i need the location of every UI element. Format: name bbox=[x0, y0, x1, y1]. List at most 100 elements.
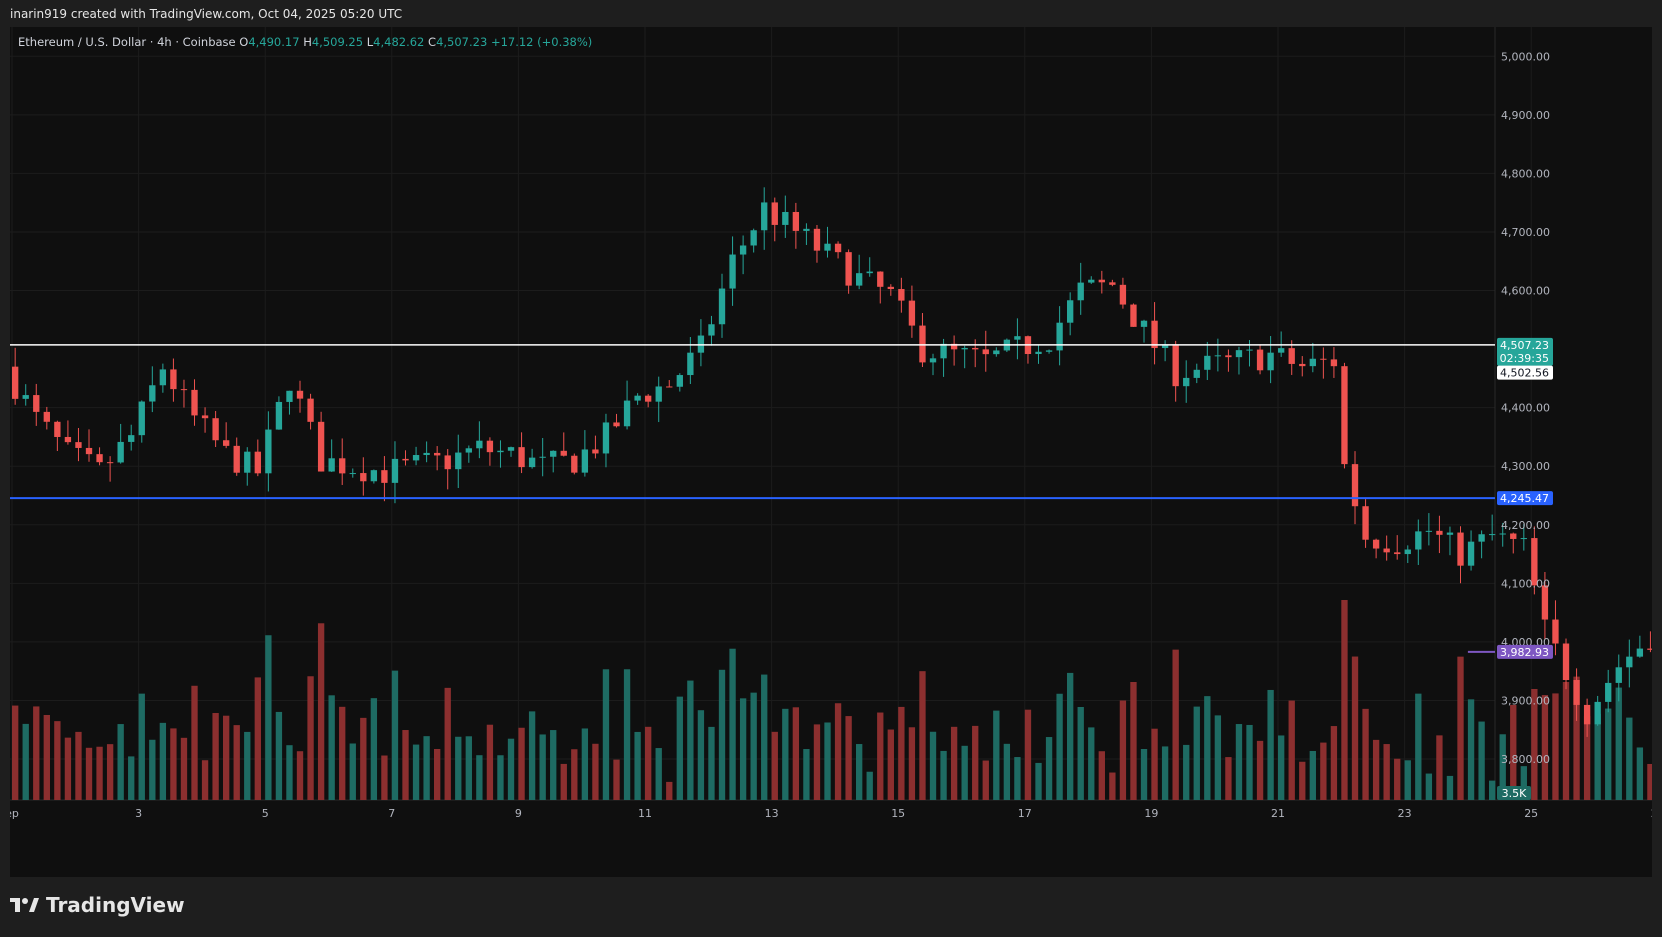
price-chart[interactable]: 5,000.00 4,900.00 4,800.00 4,700.00 4,600.00… bbox=[10, 27, 1652, 877]
time-tick-label: 17 bbox=[1018, 807, 1032, 820]
volume-bar bbox=[307, 676, 314, 800]
volume-bar bbox=[961, 745, 968, 800]
time-tick-label: 3 bbox=[135, 807, 142, 820]
volume-bar bbox=[444, 687, 451, 800]
volume-bar bbox=[813, 724, 821, 800]
volume-bar bbox=[1119, 700, 1127, 800]
price-tick-label: 4,600.00 bbox=[1501, 285, 1550, 298]
candle-body bbox=[1436, 530, 1443, 535]
time-tick-label: 21 bbox=[1271, 807, 1285, 820]
chart-frame[interactable]: 5,000.00 4,900.00 4,800.00 4,700.00 4,600.00… bbox=[10, 27, 1652, 877]
volume-bar bbox=[1288, 700, 1295, 800]
volume-bar bbox=[834, 703, 842, 800]
volume-bar bbox=[1098, 751, 1105, 800]
volume-bar bbox=[1172, 649, 1179, 800]
candle-body bbox=[1278, 348, 1285, 353]
volume-bar bbox=[697, 710, 705, 800]
candle-body bbox=[1562, 643, 1570, 681]
candle-body bbox=[708, 324, 715, 336]
volume-bar bbox=[1330, 726, 1338, 800]
volume-bar bbox=[887, 729, 894, 800]
candle-body bbox=[128, 435, 135, 442]
candle-body bbox=[85, 447, 93, 455]
candle-body bbox=[528, 457, 536, 468]
volume-bar bbox=[528, 711, 536, 800]
tradingview-brand: TradingView bbox=[46, 893, 185, 917]
candle-body bbox=[1636, 648, 1644, 657]
candle-body bbox=[571, 455, 578, 473]
volume-bar bbox=[1320, 742, 1327, 800]
candle-body bbox=[54, 421, 61, 437]
candle-body bbox=[465, 448, 472, 453]
candle-body bbox=[1478, 534, 1485, 542]
volume-bar bbox=[149, 739, 156, 800]
high-label: H bbox=[303, 35, 312, 49]
candle-body bbox=[349, 473, 356, 475]
volume-bar bbox=[1109, 772, 1116, 800]
candle-body bbox=[919, 325, 926, 363]
volume-bar bbox=[1626, 717, 1633, 800]
price-tick-label: 4,800.00 bbox=[1501, 167, 1550, 180]
volume-bar bbox=[275, 711, 283, 800]
volume-bar bbox=[919, 671, 926, 800]
candle-body bbox=[887, 286, 894, 290]
candle-body bbox=[22, 395, 29, 399]
volume-bar bbox=[191, 685, 198, 800]
close-label: C bbox=[428, 35, 437, 49]
candle-body bbox=[1351, 464, 1359, 507]
volume-bar bbox=[370, 698, 378, 800]
candle-body bbox=[486, 440, 494, 453]
volume-bar bbox=[412, 744, 420, 800]
volume-bar bbox=[1299, 761, 1306, 800]
candle-body bbox=[655, 386, 662, 402]
volume-bar bbox=[845, 716, 852, 800]
level-price-label: 4,507.23 bbox=[1500, 339, 1549, 352]
candle-body bbox=[1531, 538, 1538, 586]
volume-bar bbox=[1035, 762, 1042, 800]
candle-body bbox=[634, 395, 641, 401]
volume-bar bbox=[1562, 681, 1570, 800]
candle-body bbox=[961, 347, 968, 350]
volume-bar bbox=[1214, 715, 1222, 800]
price-tick-label: 4,900.00 bbox=[1501, 109, 1550, 122]
candle-body bbox=[180, 389, 188, 391]
candle-body bbox=[138, 401, 145, 436]
candle-body bbox=[1362, 506, 1369, 540]
volume-bar bbox=[1256, 740, 1264, 800]
level-price-label: 4,245.47 bbox=[1500, 492, 1549, 505]
volume-bar bbox=[1436, 735, 1443, 800]
level-price-badge bbox=[1497, 644, 1553, 659]
volume-bar bbox=[1615, 687, 1622, 800]
candle-body bbox=[908, 300, 916, 326]
candle-body bbox=[771, 202, 778, 225]
volume-bar bbox=[539, 734, 546, 800]
candle-body bbox=[1256, 349, 1264, 371]
candle-body bbox=[328, 458, 335, 472]
candle-body bbox=[1130, 304, 1137, 327]
candle-body bbox=[1151, 320, 1158, 349]
candle-body bbox=[539, 456, 546, 458]
volume-bar bbox=[128, 756, 135, 800]
candle-body bbox=[845, 252, 852, 286]
volume-bar bbox=[982, 760, 989, 800]
volume-bar bbox=[1383, 744, 1390, 800]
candle-body bbox=[201, 415, 209, 419]
volume-bar bbox=[1267, 689, 1274, 800]
candle-body bbox=[1372, 539, 1380, 549]
candle-body bbox=[507, 447, 515, 451]
volume-bar bbox=[106, 744, 114, 800]
volume-bar bbox=[96, 746, 103, 800]
volume-bar bbox=[972, 725, 979, 800]
candle-body bbox=[1204, 355, 1211, 370]
candle-body bbox=[1552, 619, 1559, 644]
volume-bar bbox=[1510, 704, 1517, 800]
volume-bar bbox=[1520, 766, 1527, 800]
countdown-label: 02:39:35 bbox=[1500, 352, 1549, 365]
volume-bar bbox=[1088, 727, 1095, 800]
candle-body bbox=[1056, 322, 1063, 351]
volume-bar bbox=[317, 623, 325, 800]
candle-body bbox=[149, 385, 156, 402]
chart-attribution: inarin919 created with TradingView.com, … bbox=[10, 7, 403, 21]
volume-bar bbox=[434, 748, 441, 800]
time-tick-label: 13 bbox=[765, 807, 779, 820]
